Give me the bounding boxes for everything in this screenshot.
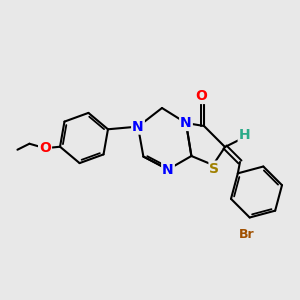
Text: S: S	[209, 162, 220, 176]
Text: N: N	[180, 116, 192, 130]
Text: O: O	[195, 89, 207, 103]
Text: O: O	[39, 141, 51, 155]
Text: N: N	[162, 163, 174, 176]
Text: H: H	[239, 128, 250, 142]
Text: Br: Br	[239, 227, 254, 241]
Text: N: N	[132, 120, 144, 134]
